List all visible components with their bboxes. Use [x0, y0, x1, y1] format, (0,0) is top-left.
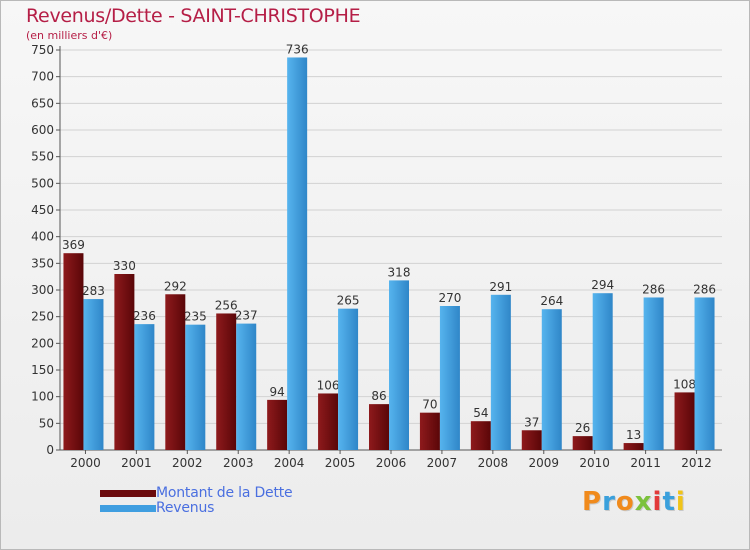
x-tick-label: 2010	[579, 456, 610, 470]
data-label-dette: 292	[164, 279, 187, 293]
bar-dette	[470, 421, 491, 450]
bar-dette	[521, 430, 542, 450]
data-label-revenus: 264	[540, 294, 563, 308]
bar-revenus	[694, 297, 715, 450]
data-label-dette: 26	[575, 421, 590, 435]
bar-revenus	[592, 293, 613, 450]
logo-letter: i	[652, 487, 663, 517]
logo-letter: t	[662, 487, 676, 517]
bar-revenus	[541, 309, 562, 450]
bar-revenus	[643, 297, 664, 450]
y-tick-label: 350	[31, 256, 54, 270]
logo-letter: o	[615, 487, 635, 517]
x-tick-label: 2008	[478, 456, 509, 470]
logo-letter: P	[582, 487, 603, 517]
y-tick-label: 700	[31, 70, 54, 84]
legend-item-revenus: Revenus	[100, 501, 292, 516]
y-tick-label: 750	[31, 43, 54, 57]
y-tick-label: 100	[31, 390, 54, 404]
data-label-revenus: 270	[438, 291, 461, 305]
bar-revenus	[287, 57, 308, 450]
bar-dette	[216, 313, 237, 450]
bar-revenus	[134, 324, 155, 450]
bar-dette	[674, 392, 695, 450]
data-label-dette: 94	[270, 385, 285, 399]
data-label-dette: 330	[113, 259, 136, 273]
logo-letter: x	[634, 487, 653, 517]
x-tick-label: 2009	[528, 456, 559, 470]
y-tick-label: 500	[31, 176, 54, 190]
bar-dette	[267, 399, 288, 450]
legend-swatch-dette	[100, 490, 156, 497]
x-tick-label: 2003	[223, 456, 254, 470]
x-tick-label: 2005	[325, 456, 356, 470]
bar-dette	[623, 443, 644, 450]
data-label-dette: 256	[215, 298, 238, 312]
logo-letter: r	[602, 487, 616, 517]
bar-dette	[369, 404, 389, 450]
bar-revenus	[338, 308, 359, 450]
y-tick-label: 400	[31, 230, 54, 244]
legend-label-dette: Montant de la Dette	[156, 485, 293, 501]
data-label-dette: 369	[62, 238, 85, 252]
y-tick-label: 600	[31, 123, 54, 137]
y-tick-label: 200	[31, 336, 54, 350]
legend-swatch-revenus	[100, 505, 156, 512]
bar-dette	[419, 412, 440, 450]
x-tick-label: 2004	[274, 456, 305, 470]
data-label-revenus: 286	[693, 282, 716, 296]
bar-revenus	[490, 294, 511, 450]
legend-label-revenus: Revenus	[156, 500, 215, 516]
data-label-dette: 108	[673, 377, 696, 391]
x-tick-label: 2006	[376, 456, 407, 470]
data-label-revenus: 294	[591, 278, 614, 292]
y-tick-label: 650	[31, 96, 54, 110]
x-tick-label: 2000	[70, 456, 101, 470]
x-tick-label: 2011	[630, 456, 661, 470]
data-label-revenus: 235	[184, 310, 207, 324]
data-label-revenus: 736	[286, 42, 309, 56]
data-label-dette: 106	[317, 378, 340, 392]
y-tick-label: 50	[39, 416, 54, 430]
data-label-dette: 70	[422, 398, 437, 412]
data-label-dette: 86	[371, 389, 386, 403]
x-tick-label: 2007	[427, 456, 458, 470]
bar-revenus	[83, 299, 104, 450]
chart-title: Revenus/Dette - SAINT-CHRISTOPHE	[26, 5, 361, 27]
proxiti-logo: Proxiti	[582, 487, 686, 517]
legend-item-dette: Montant de la Dette	[100, 485, 293, 501]
data-label-dette: 13	[626, 428, 641, 442]
bar-revenus	[439, 306, 460, 450]
bar-dette	[165, 294, 186, 450]
data-label-dette: 54	[473, 406, 488, 420]
data-label-dette: 37	[524, 415, 539, 429]
data-label-revenus: 286	[642, 282, 665, 296]
y-tick-label: 0	[46, 443, 54, 457]
bar-revenus	[389, 280, 409, 450]
data-label-revenus: 318	[388, 265, 411, 279]
bar-dette	[318, 393, 339, 450]
x-tick-label: 2002	[172, 456, 203, 470]
x-tick-label: 2001	[121, 456, 152, 470]
bar-dette	[114, 274, 135, 450]
data-label-revenus: 237	[235, 309, 258, 323]
y-tick-label: 450	[31, 203, 54, 217]
legend: Montant de la Dette Revenus	[100, 485, 293, 516]
data-label-revenus: 291	[489, 280, 512, 294]
data-label-revenus: 265	[337, 294, 360, 308]
x-tick-label: 2012	[681, 456, 712, 470]
y-tick-label: 250	[31, 310, 54, 324]
y-tick-label: 300	[31, 283, 54, 297]
y-tick-label: 150	[31, 363, 54, 377]
data-label-revenus: 236	[133, 309, 156, 323]
logo-letter: i	[675, 487, 686, 517]
y-tick-label: 550	[31, 150, 54, 164]
bar-dette	[572, 436, 593, 450]
bar-revenus	[185, 324, 206, 450]
data-label-revenus: 283	[82, 284, 105, 298]
bar-dette	[63, 253, 84, 450]
bar-revenus	[236, 323, 257, 450]
chart-unit-label: (en milliers d'€)	[26, 29, 113, 42]
